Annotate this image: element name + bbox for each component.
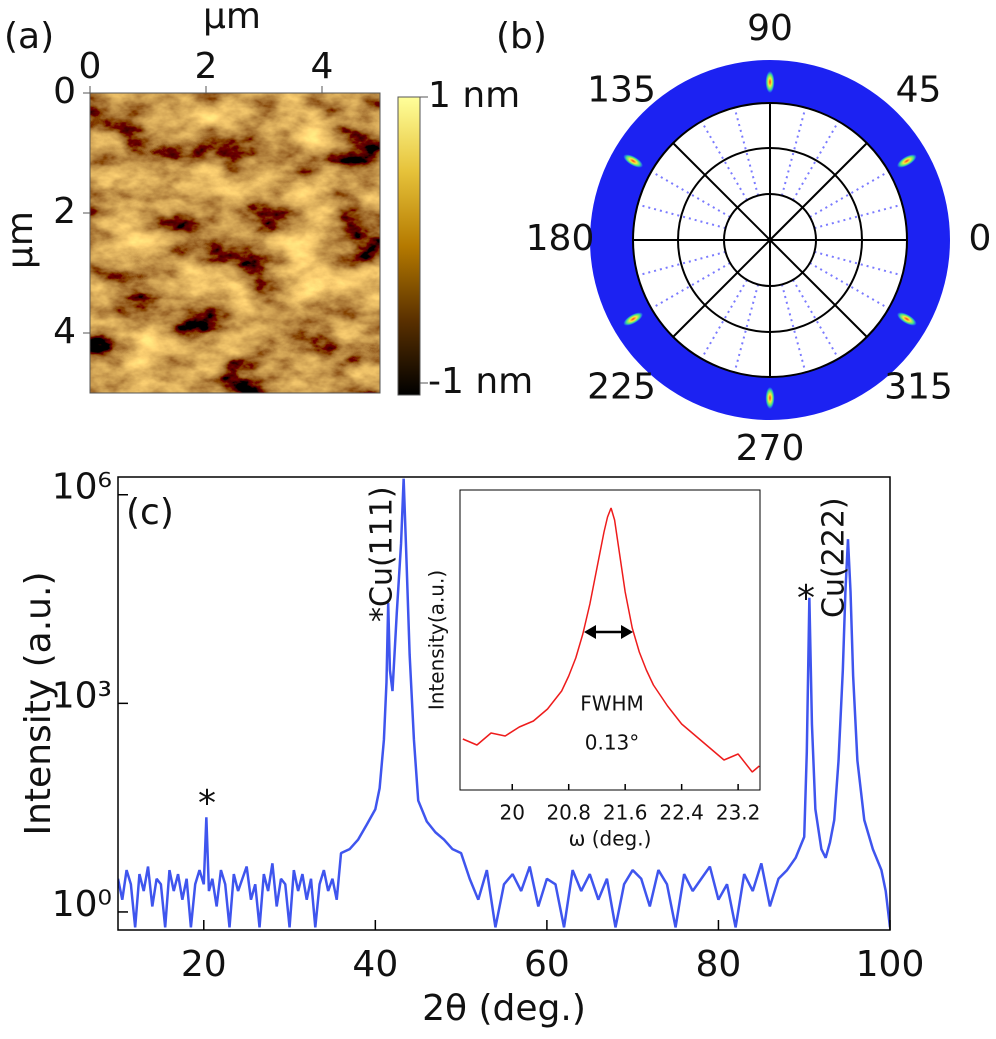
annotation: FWHM <box>580 692 644 716</box>
angle-label: 270 <box>736 428 805 469</box>
x-axis-label: μm <box>203 0 261 37</box>
angle-label: 180 <box>526 218 595 259</box>
x-tick-label: 40 <box>352 944 398 985</box>
data-line <box>462 507 760 773</box>
angle-spoke <box>769 239 868 338</box>
x-tick-label: 60 <box>524 944 570 985</box>
pole-spot <box>897 312 917 326</box>
x-tick-label: 20.8 <box>546 801 591 825</box>
y-axis-label: Intensity (a.u.) <box>18 572 59 836</box>
x-tick-label: 80 <box>696 944 742 985</box>
angle-label: 225 <box>587 366 656 407</box>
pole-spot <box>765 387 775 409</box>
annotation: 0.13° <box>585 731 640 755</box>
angle-spoke <box>672 239 771 338</box>
angle-spoke <box>672 142 771 241</box>
y-tick-label: 10³ <box>52 675 112 716</box>
x-tick-label: 2 <box>195 46 218 87</box>
annotation: * <box>198 783 216 824</box>
angle-label: 45 <box>896 70 942 111</box>
arrow-head <box>584 625 596 639</box>
x-tick-label: 100 <box>856 944 925 985</box>
y-tick-label: 2 <box>53 191 76 232</box>
x-tick-label: 4 <box>311 46 334 87</box>
angle-label: 90 <box>747 8 793 49</box>
inset-background <box>460 490 760 790</box>
colorbar-tick-label: -1 nm <box>428 361 533 402</box>
x-tick-label: 21.6 <box>603 801 648 825</box>
annotation: Cu(222) <box>817 497 852 618</box>
pole-spot <box>623 154 643 168</box>
y-tick-label: 10⁶ <box>52 467 112 508</box>
panel-label: (c) <box>126 492 174 533</box>
x-tick-label: 22.4 <box>659 801 704 825</box>
x-axis-label: ω (deg.) <box>569 827 652 851</box>
angle-label: 315 <box>884 366 953 407</box>
panel-label: (a) <box>4 16 54 57</box>
y-tick-label: 0 <box>53 71 76 112</box>
annotation: *Cu(111) <box>365 486 400 622</box>
angle-label: 0 <box>969 218 992 259</box>
colorbar <box>397 96 421 396</box>
pole-spot <box>765 71 775 93</box>
x-tick-label: 20 <box>181 944 227 985</box>
y-axis-label: Intensity(a.u.) <box>425 570 449 710</box>
angle-spoke <box>769 142 868 241</box>
pole-spot <box>623 312 643 326</box>
annotation: * <box>797 578 815 619</box>
y-tick-label: 4 <box>53 311 76 352</box>
y-axis-label: μm <box>0 211 41 269</box>
angle-label: 135 <box>587 70 656 111</box>
x-axis-label: 2θ (deg.) <box>422 988 586 1029</box>
y-tick-label: 10⁰ <box>52 884 112 925</box>
arrow-head <box>621 625 633 639</box>
panel-label: (b) <box>496 16 547 57</box>
x-tick-label: 23.2 <box>716 801 761 825</box>
plot-frame <box>459 489 761 791</box>
afm-image <box>90 93 380 393</box>
data-line <box>118 478 890 928</box>
x-tick-label: 0 <box>79 46 102 87</box>
x-tick-label: 20 <box>500 801 525 825</box>
colorbar-tick-label: 1 nm <box>428 75 520 116</box>
pole-spot <box>897 154 917 168</box>
